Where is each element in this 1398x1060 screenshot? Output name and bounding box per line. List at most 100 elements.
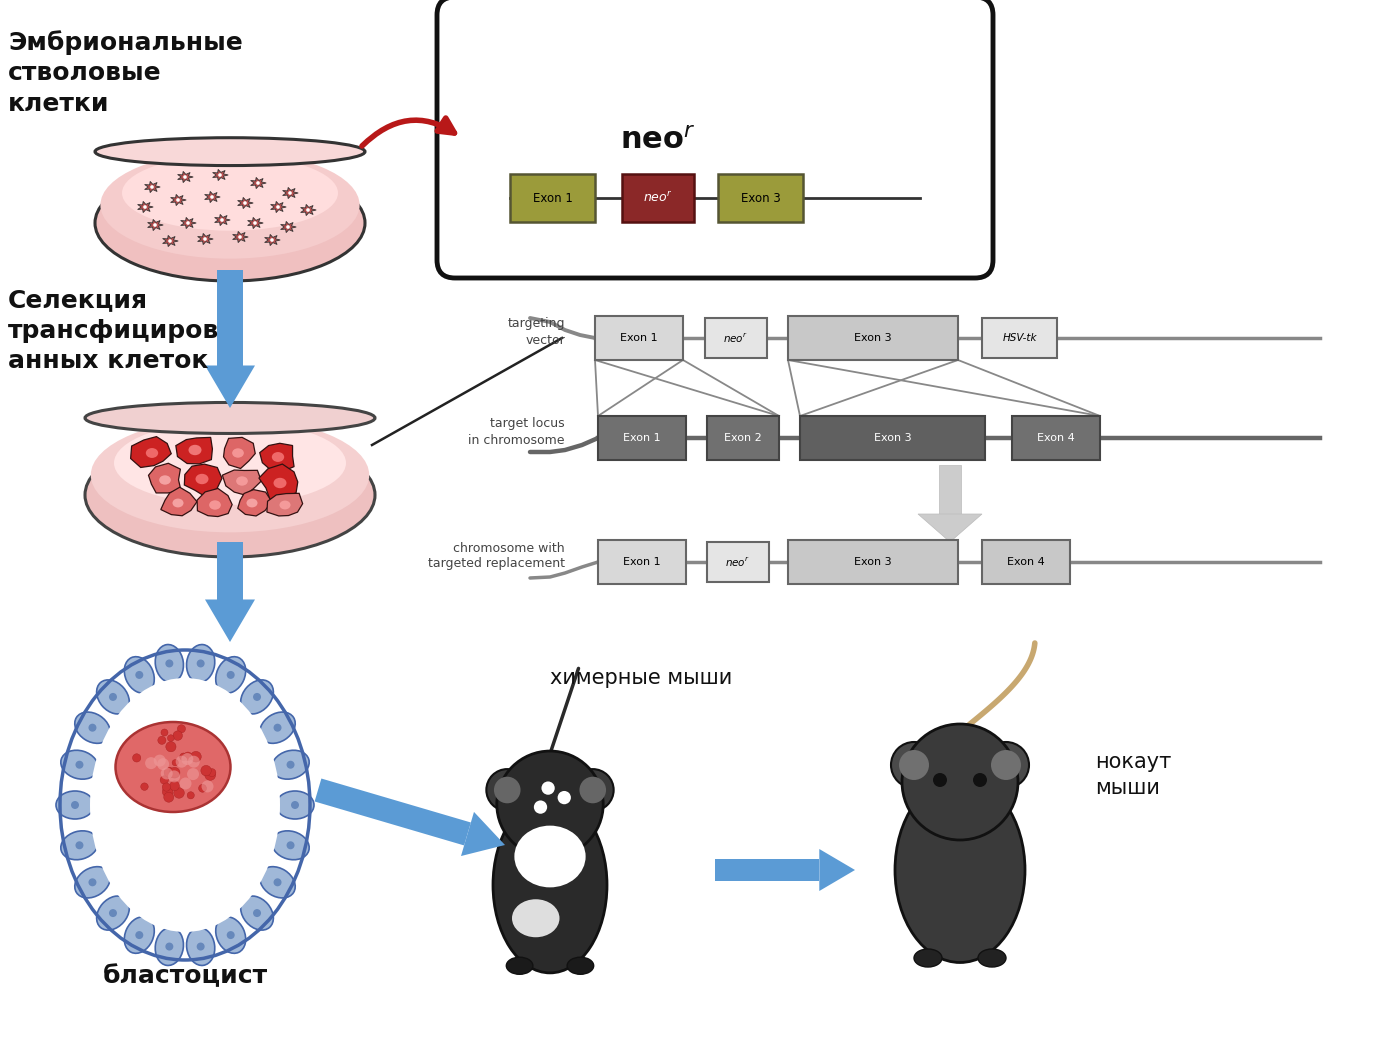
Bar (719, 174, 802, 222)
Bar (217, 542, 243, 600)
Ellipse shape (895, 777, 1025, 962)
Circle shape (158, 737, 166, 744)
Circle shape (487, 770, 528, 811)
Bar (981, 540, 1069, 584)
Circle shape (534, 800, 547, 814)
Polygon shape (461, 812, 505, 856)
Circle shape (161, 776, 168, 784)
Ellipse shape (196, 474, 208, 484)
Ellipse shape (122, 156, 338, 231)
Circle shape (496, 752, 603, 858)
Circle shape (182, 753, 193, 765)
Bar (598, 416, 686, 460)
Polygon shape (148, 219, 164, 231)
Polygon shape (180, 217, 196, 229)
Circle shape (277, 206, 280, 209)
Polygon shape (315, 778, 471, 846)
Circle shape (187, 768, 199, 780)
Circle shape (88, 879, 96, 886)
Polygon shape (301, 205, 316, 215)
Circle shape (201, 765, 211, 776)
Bar (788, 316, 958, 360)
Text: Exon 3: Exon 3 (741, 192, 780, 205)
Circle shape (187, 756, 200, 767)
Text: Exon 3: Exon 3 (874, 432, 911, 443)
Ellipse shape (979, 949, 1007, 967)
Circle shape (190, 752, 201, 762)
Circle shape (197, 942, 204, 951)
Text: Exon 1: Exon 1 (621, 333, 658, 343)
Text: Exon 1: Exon 1 (624, 432, 661, 443)
Circle shape (201, 780, 214, 793)
Circle shape (187, 792, 194, 799)
Ellipse shape (56, 791, 94, 819)
Circle shape (109, 693, 117, 701)
Ellipse shape (85, 432, 375, 556)
Circle shape (164, 767, 175, 778)
Circle shape (493, 777, 520, 803)
Polygon shape (206, 600, 254, 642)
Circle shape (287, 225, 289, 229)
Text: Exon 4: Exon 4 (1007, 556, 1044, 567)
Polygon shape (250, 177, 266, 189)
Text: HSV-tk: HSV-tk (1002, 333, 1037, 343)
Ellipse shape (95, 138, 365, 165)
Circle shape (162, 787, 173, 797)
Polygon shape (282, 188, 298, 198)
Circle shape (133, 754, 141, 762)
Ellipse shape (74, 712, 110, 743)
Text: бластоцист: бластоцист (102, 964, 267, 988)
Bar (217, 270, 243, 366)
Polygon shape (204, 192, 221, 202)
Circle shape (226, 671, 235, 678)
Ellipse shape (493, 797, 607, 973)
Circle shape (75, 761, 84, 768)
Circle shape (192, 753, 200, 761)
Bar (705, 318, 768, 358)
Circle shape (210, 195, 214, 199)
Ellipse shape (116, 722, 231, 812)
Ellipse shape (124, 917, 154, 953)
Ellipse shape (115, 421, 345, 505)
Bar (714, 859, 819, 881)
Circle shape (221, 218, 224, 222)
Circle shape (143, 206, 147, 209)
Ellipse shape (271, 750, 309, 779)
Circle shape (161, 767, 173, 779)
Ellipse shape (85, 403, 375, 434)
Ellipse shape (145, 448, 158, 458)
Polygon shape (178, 172, 193, 182)
Circle shape (288, 191, 292, 195)
Text: Exon 3: Exon 3 (854, 556, 892, 567)
Circle shape (169, 767, 180, 778)
Ellipse shape (914, 949, 942, 967)
Circle shape (287, 842, 295, 849)
Circle shape (141, 783, 148, 791)
Circle shape (558, 791, 570, 805)
Ellipse shape (60, 831, 98, 860)
Circle shape (150, 186, 154, 189)
Circle shape (154, 755, 166, 766)
Ellipse shape (271, 831, 309, 860)
FancyArrowPatch shape (362, 118, 454, 146)
Bar (981, 318, 1057, 358)
Circle shape (902, 724, 1018, 840)
Ellipse shape (271, 452, 284, 462)
Polygon shape (185, 464, 222, 498)
Bar (800, 416, 986, 460)
Ellipse shape (280, 500, 291, 510)
Circle shape (168, 735, 175, 741)
Polygon shape (161, 488, 197, 516)
Bar (1012, 416, 1100, 460)
Circle shape (173, 731, 183, 740)
Circle shape (183, 175, 187, 179)
Text: Селекция
трансфициров
анных клеток: Селекция трансфициров анных клеток (8, 288, 219, 373)
Circle shape (274, 724, 281, 731)
Circle shape (243, 201, 247, 205)
Text: Эмбриональные
стволовые
клетки: Эмбриональные стволовые клетки (8, 30, 243, 117)
Text: $neo^r$: $neo^r$ (643, 191, 672, 206)
Ellipse shape (275, 791, 315, 819)
Circle shape (891, 742, 937, 788)
Polygon shape (171, 194, 186, 206)
Ellipse shape (215, 657, 246, 693)
